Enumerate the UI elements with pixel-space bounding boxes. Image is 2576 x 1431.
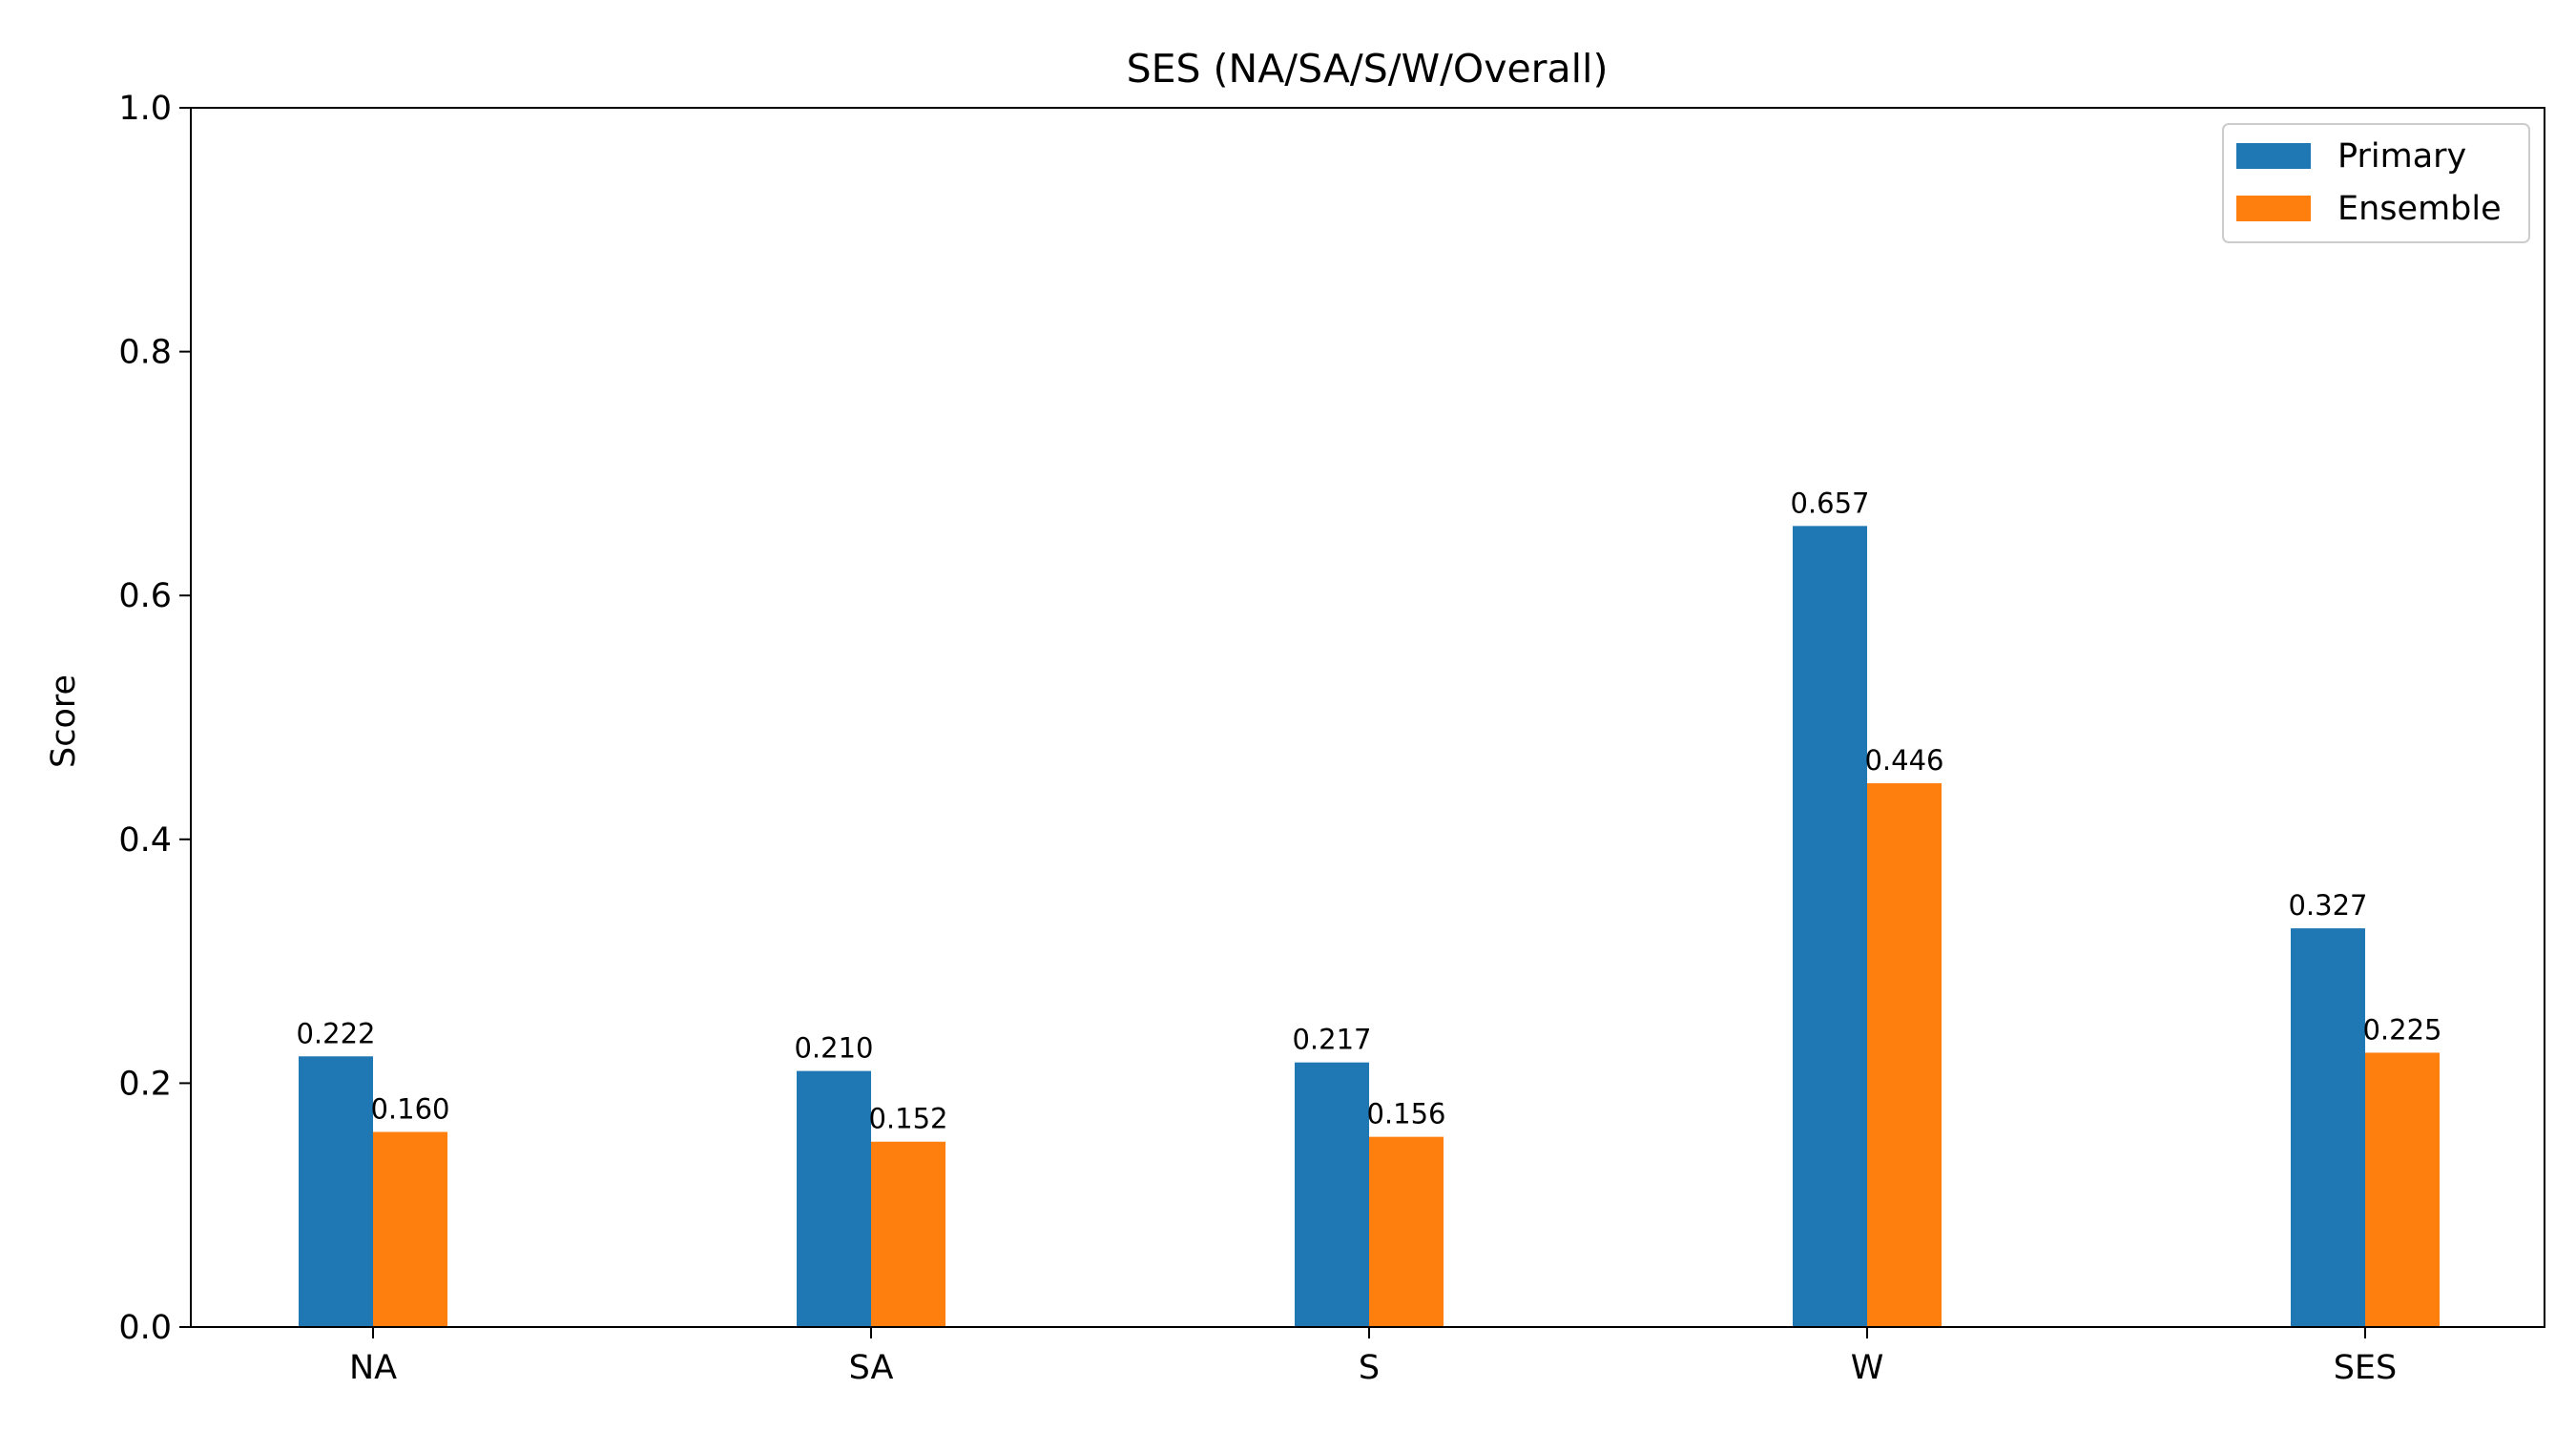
y-tick-label: 0.8 <box>118 334 172 372</box>
x-tick-label-sa: SA <box>849 1349 894 1387</box>
plot-frame <box>190 107 2545 1328</box>
data-label-primary-ses: 0.327 <box>2288 889 2367 922</box>
bar-primary-w <box>1793 526 1867 1327</box>
bar-primary-na <box>299 1056 373 1327</box>
data-label-primary-sa: 0.210 <box>794 1032 873 1065</box>
y-axis-label: Score <box>45 674 83 768</box>
legend-label-primary: Primary <box>2337 137 2466 176</box>
chart-title: SES (NA/SA/S/W/Overall) <box>1127 46 1609 92</box>
y-tick-label: 0.0 <box>118 1309 172 1347</box>
x-tick-label-ses: SES <box>2334 1349 2398 1387</box>
legend-label-ensemble: Ensemble <box>2337 190 2502 228</box>
bar-primary-s <box>1295 1062 1369 1327</box>
bar-ensemble-s <box>1369 1136 1444 1327</box>
bar-ensemble-na <box>373 1131 447 1327</box>
y-axis: 0.0 0.2 0.4 0.6 0.8 1.0 <box>118 90 191 1347</box>
y-tick-label: 0.2 <box>118 1065 172 1103</box>
legend-swatch-ensemble <box>2236 196 2311 221</box>
data-label-ensemble-ses: 0.225 <box>2362 1013 2441 1046</box>
y-tick-label: 1.0 <box>118 90 172 128</box>
x-axis: NA SA S W SES <box>349 1327 2397 1387</box>
data-label-ensemble-w: 0.446 <box>1864 744 1943 777</box>
data-label-ensemble-sa: 0.152 <box>868 1103 947 1135</box>
x-tick-label-s: S <box>1359 1349 1380 1387</box>
legend-swatch-primary <box>2236 143 2311 169</box>
plot-area: 0.222 0.210 0.217 0.657 0.327 0.160 0.152 0.156… <box>190 107 2545 1328</box>
legend: Primary Ensemble <box>2222 123 2530 243</box>
bar-primary-ses <box>2291 928 2365 1327</box>
data-label-ensemble-s: 0.156 <box>1366 1098 1445 1130</box>
bar-primary-sa <box>797 1070 871 1327</box>
data-label-primary-na: 0.222 <box>296 1017 375 1049</box>
x-tick-label-w: W <box>1851 1349 1884 1387</box>
x-tick-label-na: NA <box>349 1349 397 1387</box>
data-label-ensemble-na: 0.160 <box>370 1093 449 1126</box>
y-tick-label: 0.4 <box>118 821 172 860</box>
data-label-primary-s: 0.217 <box>1292 1024 1371 1056</box>
data-label-primary-w: 0.657 <box>1790 487 1869 519</box>
y-tick-label: 0.6 <box>118 577 172 615</box>
bar-ensemble-w <box>1867 783 1942 1327</box>
bar-ensemble-ses <box>2365 1052 2440 1327</box>
bar-ensemble-sa <box>871 1141 945 1327</box>
